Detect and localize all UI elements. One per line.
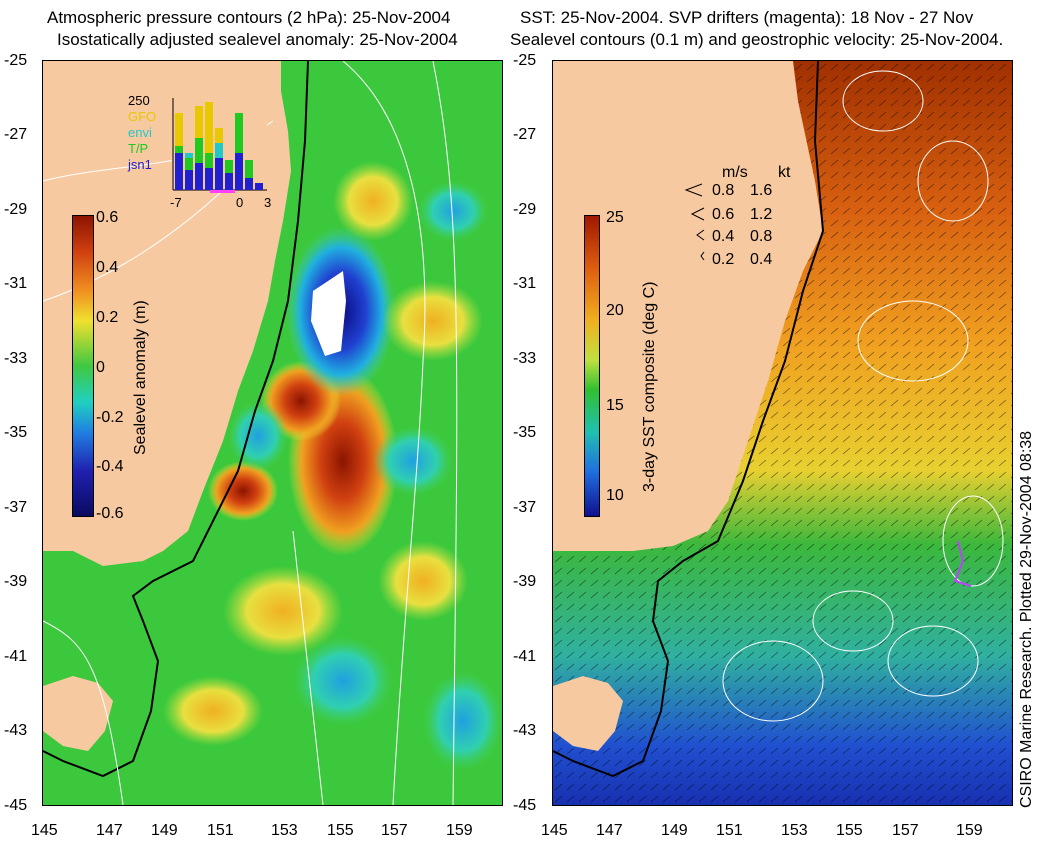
cbar-left-tick-1: 0.4	[96, 259, 119, 276]
left-ytick-33: -33	[4, 350, 28, 367]
velocity-key-ms-3: 0.2	[712, 251, 735, 268]
cbar-right-label: 3-day SST composite (deg C)	[641, 281, 658, 492]
right-xtick-159: 159	[956, 822, 983, 839]
inset-legend-jsn1: jsn1	[128, 157, 152, 172]
right-xtick-149: 149	[661, 822, 688, 839]
right-title-line2: Sealevel contours (0.1 m) and geostrophi…	[510, 30, 1004, 49]
velocity-key-ms-2: 0.4	[712, 228, 735, 245]
sealevel-anomaly-map	[42, 60, 503, 806]
left-xtick-159: 159	[446, 822, 473, 839]
sst-velocity-map	[552, 60, 1013, 806]
left-ytick-41: -41	[4, 648, 28, 665]
cbar-right-tick-10: 10	[606, 487, 624, 504]
cbar-left-tick-3: 0	[96, 359, 105, 376]
cbar-left-tick-6: -0.6	[96, 505, 124, 522]
left-xtick-145: 145	[31, 822, 58, 839]
right-xtick-147: 147	[596, 822, 623, 839]
right-ytick-43: -43	[513, 722, 537, 739]
inset-legend-envi: envi	[128, 125, 152, 140]
velocity-key-kt-1: 1.2	[750, 206, 773, 223]
cbar-left-label: Sealevel anomaly (m)	[132, 300, 149, 455]
cbar-left-tick-2: 0.2	[96, 309, 119, 326]
left-ytick-29: -29	[4, 201, 28, 218]
right-ytick-25: -25	[513, 52, 537, 69]
left-ytick-25: -25	[4, 52, 28, 69]
credit-line: CSIRO Marine Research. Plotted 29-Nov-20…	[1018, 430, 1035, 808]
left-xtick-151: 151	[207, 822, 234, 839]
inset-xtick-3: 3	[264, 195, 272, 210]
left-ytick-27: -27	[4, 126, 28, 143]
velocity-key-kt-0: 1.6	[750, 182, 773, 199]
left-ytick-43: -43	[4, 722, 28, 739]
right-xtick-145: 145	[541, 822, 568, 839]
right-ytick-37: -37	[513, 499, 537, 516]
right-xtick-155: 155	[836, 822, 863, 839]
right-xtick-153: 153	[781, 822, 808, 839]
cbar-left-tick-4: -0.2	[96, 409, 124, 426]
velocity-key-header-ms: m/s	[722, 164, 748, 181]
velocity-key-kt-3: 0.4	[750, 251, 773, 268]
right-ytick-41: -41	[513, 648, 537, 665]
velocity-key-header-kt: kt	[778, 164, 791, 181]
left-xtick-149: 149	[151, 822, 178, 839]
right-ytick-33: -33	[513, 350, 537, 367]
right-xtick-157: 157	[892, 822, 919, 839]
sealevel-colorbar	[72, 215, 94, 517]
left-xtick-147: 147	[96, 822, 123, 839]
left-ytick-31: -31	[4, 275, 28, 292]
inset-legend-gfo: GFO	[128, 109, 157, 124]
right-ytick-27: -27	[513, 126, 537, 143]
left-ytick-35: -35	[4, 424, 28, 441]
velocity-key-ms-1: 0.6	[712, 206, 735, 223]
cbar-right-tick-25: 25	[606, 209, 624, 226]
right-title-line1: SST: 25-Nov-2004. SVP drifters (magenta)…	[520, 8, 974, 27]
cbar-right-tick-15: 15	[606, 397, 624, 414]
sst-colorbar	[584, 215, 600, 517]
left-title-line2: Isostatically adjusted sealevel anomaly:…	[57, 30, 458, 49]
velocity-key-kt-2: 0.8	[750, 228, 773, 245]
right-ytick-45: -45	[513, 797, 537, 814]
left-title-line1: Atmospheric pressure contours (2 hPa): 2…	[47, 8, 451, 27]
left-ytick-45: -45	[4, 797, 28, 814]
cbar-left-tick-5: -0.4	[96, 458, 124, 475]
inset-ymax-label: 250	[128, 93, 150, 108]
left-xtick-153: 153	[271, 822, 298, 839]
cbar-left-tick-0: 0.6	[96, 209, 119, 226]
right-xtick-151: 151	[716, 822, 743, 839]
inset-legend-tp: T/P	[128, 141, 149, 156]
left-xtick-155: 155	[327, 822, 354, 839]
inset-xtick-neg7: -7	[170, 195, 182, 210]
right-ytick-39: -39	[513, 573, 537, 590]
cbar-right-tick-20: 20	[606, 302, 624, 319]
inset-xtick-0: 0	[236, 195, 244, 210]
altimeter-histogram-inset	[170, 98, 270, 193]
velocity-key-ms-0: 0.8	[712, 182, 735, 199]
left-ytick-37: -37	[4, 499, 28, 516]
velocity-key-arrows	[680, 180, 710, 270]
left-ytick-39: -39	[4, 573, 28, 590]
right-ytick-29: -29	[513, 201, 537, 218]
left-xtick-157: 157	[381, 822, 408, 839]
right-ytick-35: -35	[513, 424, 537, 441]
right-ytick-31: -31	[513, 275, 537, 292]
